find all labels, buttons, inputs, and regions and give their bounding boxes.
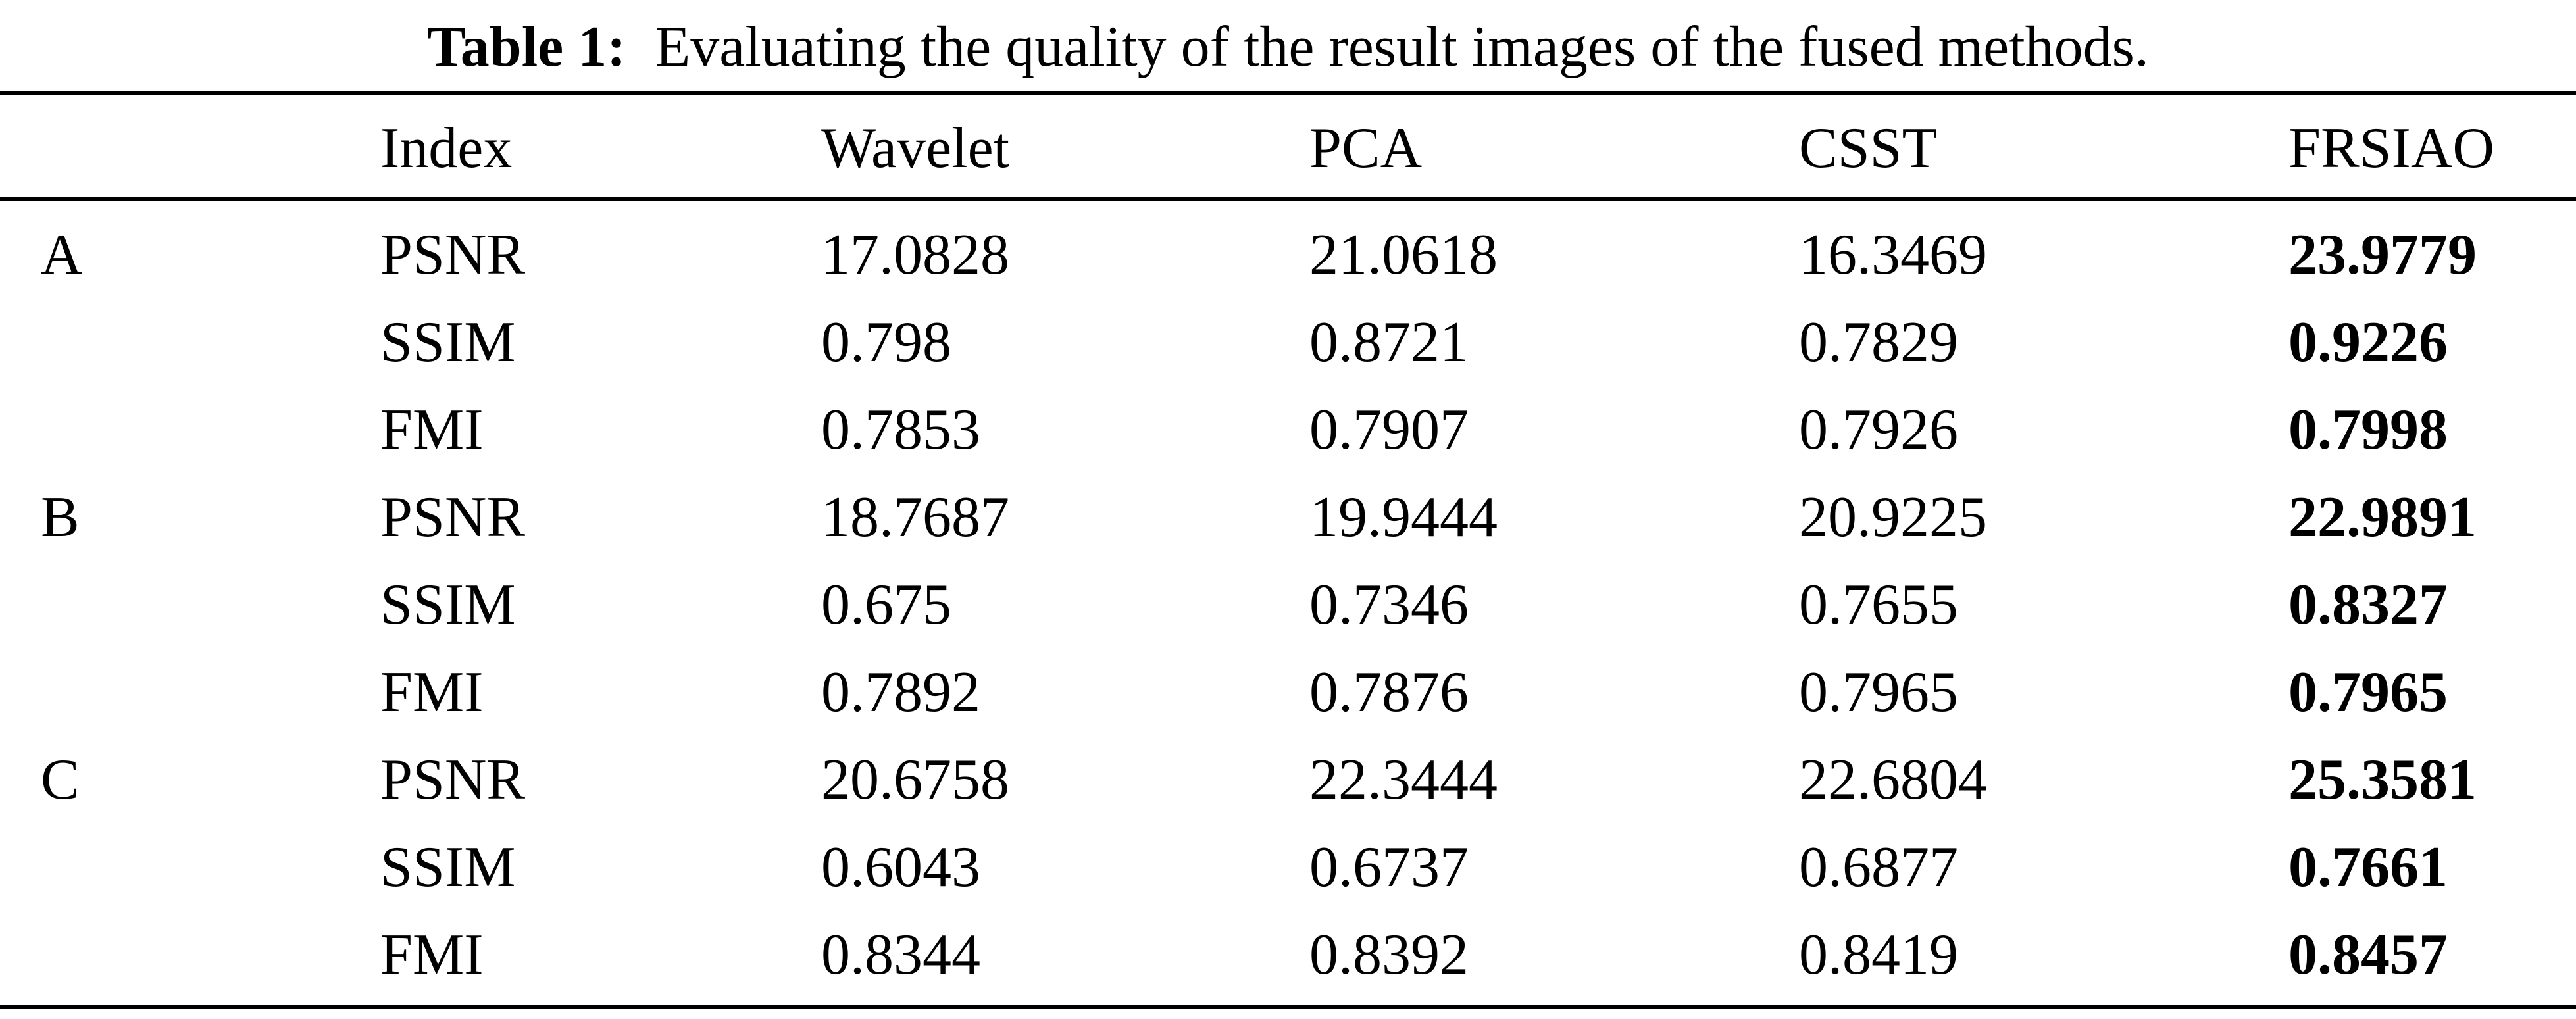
header-pca: PCA xyxy=(1309,116,1423,180)
cell-frsiao: 23.9779 xyxy=(2288,223,2477,287)
caption-label: Table 1: xyxy=(427,15,626,79)
cell-wavelet: 0.675 xyxy=(821,573,951,637)
cell-index: SSIM xyxy=(380,311,516,374)
header-csst: CSST xyxy=(1799,116,1938,180)
cell-frsiao: 22.9891 xyxy=(2288,485,2477,549)
bottom-rule xyxy=(0,1005,2576,1009)
cell-group: A xyxy=(41,223,83,287)
cell-csst: 20.9225 xyxy=(1799,485,1987,549)
cell-group: B xyxy=(41,485,80,549)
cell-pca: 0.7346 xyxy=(1309,573,1469,637)
cell-index: FMI xyxy=(380,923,484,987)
cell-frsiao: 0.8327 xyxy=(2288,573,2448,637)
cell-csst: 0.8419 xyxy=(1799,923,1958,987)
cell-pca: 0.7907 xyxy=(1309,398,1469,462)
table-row: C PSNR 20.6758 22.3444 22.6804 25.3581 xyxy=(0,737,2576,824)
cell-csst: 22.6804 xyxy=(1799,748,1987,812)
cell-csst: 0.7655 xyxy=(1799,573,1958,637)
cell-wavelet: 0.798 xyxy=(821,311,951,374)
cell-frsiao: 0.7965 xyxy=(2288,660,2448,724)
cell-frsiao: 0.8457 xyxy=(2288,923,2448,987)
cell-index: PSNR xyxy=(380,748,526,812)
cell-wavelet: 0.8344 xyxy=(821,923,980,987)
cell-csst: 0.7926 xyxy=(1799,398,1958,462)
cell-csst: 0.7829 xyxy=(1799,311,1958,374)
table-row: SSIM 0.798 0.8721 0.7829 0.9226 xyxy=(0,299,2576,386)
header-frsiao: FRSIAO xyxy=(2288,116,2494,180)
table-row: B PSNR 18.7687 19.9444 20.9225 22.9891 xyxy=(0,474,2576,561)
cell-wavelet: 18.7687 xyxy=(821,485,1009,549)
cell-wavelet: 20.6758 xyxy=(821,748,1009,812)
header-index: Index xyxy=(380,116,513,180)
cell-wavelet: 0.6043 xyxy=(821,835,980,899)
cell-index: FMI xyxy=(380,398,484,462)
table-row: FMI 0.7892 0.7876 0.7965 0.7965 xyxy=(0,649,2576,736)
cell-wavelet: 0.7892 xyxy=(821,660,980,724)
table-row: SSIM 0.6043 0.6737 0.6877 0.7661 xyxy=(0,824,2576,911)
caption-text: Evaluating the quality of the result ima… xyxy=(655,15,2149,79)
cell-index: PSNR xyxy=(380,223,526,287)
cell-csst: 0.7965 xyxy=(1799,660,1958,724)
table-caption: Table 1: Evaluating the quality of the r… xyxy=(0,14,2576,80)
cell-group: C xyxy=(41,748,80,812)
cell-wavelet: 17.0828 xyxy=(821,223,1009,287)
cell-index: SSIM xyxy=(380,573,516,637)
top-rule xyxy=(0,91,2576,95)
cell-pca: 0.8392 xyxy=(1309,923,1469,987)
cell-index: PSNR xyxy=(380,485,526,549)
cell-pca: 0.6737 xyxy=(1309,835,1469,899)
cell-frsiao: 25.3581 xyxy=(2288,748,2477,812)
cell-pca: 19.9444 xyxy=(1309,485,1498,549)
cell-csst: 16.3469 xyxy=(1799,223,1987,287)
table-row: FMI 0.8344 0.8392 0.8419 0.8457 xyxy=(0,912,2576,999)
cell-frsiao: 0.9226 xyxy=(2288,311,2448,374)
cell-pca: 21.0618 xyxy=(1309,223,1498,287)
cell-frsiao: 0.7661 xyxy=(2288,835,2448,899)
header-rule xyxy=(0,197,2576,201)
table-row: A PSNR 17.0828 21.0618 16.3469 23.9779 xyxy=(0,212,2576,299)
cell-pca: 0.7876 xyxy=(1309,660,1469,724)
cell-index: SSIM xyxy=(380,835,516,899)
cell-frsiao: 0.7998 xyxy=(2288,398,2448,462)
header-row: Index Wavelet PCA CSST FRSIAO xyxy=(0,105,2576,192)
table-row: SSIM 0.675 0.7346 0.7655 0.8327 xyxy=(0,562,2576,649)
cell-wavelet: 0.7853 xyxy=(821,398,980,462)
cell-index: FMI xyxy=(380,660,484,724)
cell-pca: 22.3444 xyxy=(1309,748,1498,812)
cell-pca: 0.8721 xyxy=(1309,311,1469,374)
header-wavelet: Wavelet xyxy=(821,116,1010,180)
table-row: FMI 0.7853 0.7907 0.7926 0.7998 xyxy=(0,387,2576,474)
cell-csst: 0.6877 xyxy=(1799,835,1958,899)
